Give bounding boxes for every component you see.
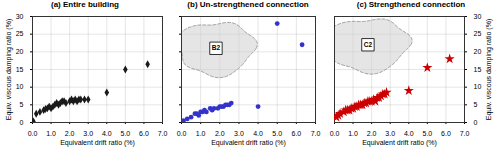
svg-text:5.0: 5.0 (422, 130, 432, 137)
svg-text:4.0: 4.0 (102, 130, 112, 137)
svg-text:0.0: 0.0 (28, 130, 38, 137)
svg-text:15: 15 (16, 66, 24, 73)
svg-text:7.0: 7.0 (158, 130, 168, 137)
svg-text:1.0: 1.0 (46, 130, 56, 137)
svg-text:2.0: 2.0 (367, 130, 377, 137)
svg-text:7.0: 7.0 (460, 130, 470, 137)
svg-text:1.0: 1.0 (196, 130, 206, 137)
svg-text:B2: B2 (212, 44, 221, 51)
svg-text:5: 5 (474, 101, 478, 108)
svg-text:6.0: 6.0 (139, 130, 149, 137)
html-text:(b) Un-strengthened connection: (b) Un-strengthened connection (187, 0, 309, 9)
svg-text:1.0: 1.0 (348, 130, 358, 137)
svg-text:0: 0 (20, 119, 24, 126)
svg-text:Equivalent drift ratio (%): Equivalent drift ratio (%) (211, 139, 286, 147)
svg-text:2.0: 2.0 (215, 130, 225, 137)
svg-text:3.0: 3.0 (234, 130, 244, 137)
svg-text:0.0: 0.0 (330, 130, 340, 137)
svg-text:0: 0 (474, 119, 478, 126)
svg-text:6.0: 6.0 (441, 130, 451, 137)
svg-text:4.0: 4.0 (253, 130, 263, 137)
svg-text:Equivalent drift ratio (%): Equivalent drift ratio (%) (60, 139, 135, 147)
svg-text:15: 15 (474, 66, 482, 73)
svg-text:5: 5 (20, 101, 24, 108)
svg-text:7.0: 7.0 (311, 130, 321, 137)
svg-text:4.0: 4.0 (404, 130, 414, 137)
svg-text:10: 10 (474, 83, 482, 90)
svg-text:3.0: 3.0 (83, 130, 93, 137)
svg-text:2.0: 2.0 (65, 130, 75, 137)
svg-text:5.0: 5.0 (120, 130, 130, 137)
svg-text:10: 10 (16, 83, 24, 90)
svg-text:6.0: 6.0 (291, 130, 301, 137)
html-text:(c) Strengthened connection: (c) Strengthened connection (356, 0, 466, 9)
svg-text:20: 20 (474, 48, 482, 55)
svg-text:30: 30 (474, 13, 482, 20)
svg-text:Equiv. viscous damping ratio (: Equiv. viscous damping ratio (%) (5, 19, 13, 120)
svg-text:Equivalent drift ratio (%): Equivalent drift ratio (%) (362, 139, 437, 147)
html-text:(a) Entire building: (a) Entire building (51, 0, 119, 9)
svg-text:30: 30 (16, 13, 24, 20)
svg-text:3.0: 3.0 (385, 130, 395, 137)
svg-text:C2: C2 (364, 41, 373, 48)
svg-text:5.0: 5.0 (272, 130, 282, 137)
svg-text:0.0: 0.0 (177, 130, 187, 137)
svg-text:20: 20 (16, 48, 24, 55)
svg-text:Equiv. viscous damping ratio (: Equiv. viscous damping ratio (%) (485, 19, 493, 120)
svg-text:25: 25 (474, 30, 482, 37)
svg-text:25: 25 (16, 30, 24, 37)
